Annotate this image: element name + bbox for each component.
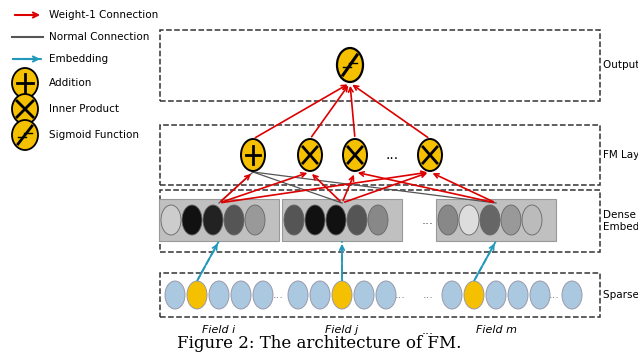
Ellipse shape [368, 205, 388, 235]
Text: Inner Product: Inner Product [49, 104, 119, 114]
Text: Field j: Field j [325, 325, 359, 335]
Ellipse shape [288, 281, 308, 309]
Ellipse shape [305, 205, 325, 235]
Text: Weight-1 Connection: Weight-1 Connection [49, 10, 158, 20]
Ellipse shape [310, 281, 330, 309]
Ellipse shape [165, 281, 185, 309]
Ellipse shape [245, 205, 265, 235]
Ellipse shape [203, 205, 223, 235]
Text: Normal Connection: Normal Connection [49, 32, 149, 42]
Text: ...: ... [549, 290, 560, 300]
Bar [160, 125, 600, 185]
Ellipse shape [459, 205, 479, 235]
Ellipse shape [337, 48, 363, 82]
Ellipse shape [182, 205, 202, 235]
Text: Field m: Field m [475, 325, 517, 335]
Ellipse shape [332, 281, 352, 309]
Ellipse shape [480, 205, 500, 235]
Ellipse shape [241, 139, 265, 171]
Text: ...: ... [394, 290, 405, 300]
Text: Figure 2: The architecture of FM.: Figure 2: The architecture of FM. [177, 336, 461, 352]
Ellipse shape [298, 139, 322, 171]
Text: Sigmoid Function: Sigmoid Function [49, 130, 139, 140]
Ellipse shape [522, 205, 542, 235]
Text: ...: ... [272, 290, 283, 300]
Ellipse shape [508, 281, 528, 309]
Text: Addition: Addition [49, 78, 93, 88]
Ellipse shape [231, 281, 251, 309]
Ellipse shape [209, 281, 229, 309]
Ellipse shape [486, 281, 506, 309]
Text: ...: ... [422, 324, 434, 337]
Ellipse shape [464, 281, 484, 309]
Ellipse shape [530, 281, 550, 309]
Ellipse shape [12, 120, 38, 150]
Text: Embedding: Embedding [49, 54, 108, 64]
Ellipse shape [442, 281, 462, 309]
Ellipse shape [253, 281, 273, 309]
FancyBboxPatch shape [282, 199, 402, 241]
Ellipse shape [284, 205, 304, 235]
Ellipse shape [438, 205, 458, 235]
Ellipse shape [376, 281, 396, 309]
Ellipse shape [12, 68, 38, 98]
Text: Dense
Embeddings: Dense Embeddings [603, 210, 638, 232]
Ellipse shape [418, 139, 442, 171]
Ellipse shape [347, 205, 367, 235]
Ellipse shape [224, 205, 244, 235]
Bar [160, 190, 600, 252]
Text: Field i: Field i [202, 325, 235, 335]
Bar [160, 273, 600, 317]
Ellipse shape [343, 139, 367, 171]
Text: FM Layer: FM Layer [603, 150, 638, 160]
Ellipse shape [187, 281, 207, 309]
Ellipse shape [562, 281, 582, 309]
Text: ...: ... [386, 148, 399, 162]
Text: ...: ... [422, 290, 433, 300]
Text: Output Units: Output Units [603, 60, 638, 71]
Ellipse shape [161, 205, 181, 235]
Bar [160, 30, 600, 101]
Ellipse shape [354, 281, 374, 309]
Text: Sparse Features: Sparse Features [603, 290, 638, 300]
Ellipse shape [12, 94, 38, 124]
FancyBboxPatch shape [436, 199, 556, 241]
Text: ...: ... [422, 213, 434, 226]
Ellipse shape [501, 205, 521, 235]
FancyBboxPatch shape [159, 199, 279, 241]
Ellipse shape [326, 205, 346, 235]
